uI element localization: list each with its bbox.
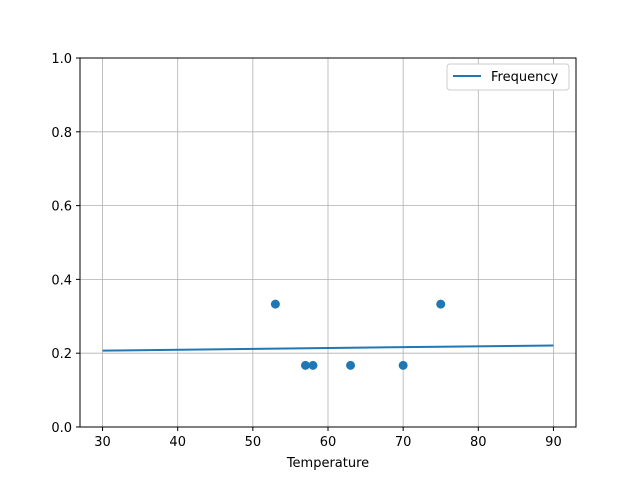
x-tick-label: 30 bbox=[94, 435, 111, 450]
grid bbox=[80, 57, 576, 428]
legend: Frequency bbox=[446, 63, 570, 91]
y-tick-label: 0.4 bbox=[51, 273, 72, 288]
legend-label: Frequency bbox=[491, 70, 558, 85]
ticks: 30 40 50 60 70 80 90 0.0 0.2 0.4 0.6 0.8 1.0 bbox=[51, 52, 561, 450]
x-tick-label: 60 bbox=[320, 435, 337, 450]
legend-box bbox=[446, 63, 570, 91]
marks bbox=[102, 299, 554, 370]
scatter-point bbox=[398, 360, 408, 370]
scatter-point bbox=[300, 360, 310, 370]
y-tick-label: 0.8 bbox=[51, 126, 72, 141]
x-tick-label: 80 bbox=[470, 435, 487, 450]
scatter-point bbox=[308, 360, 318, 370]
x-tick-label: 70 bbox=[395, 435, 412, 450]
y-tick-label: 0.6 bbox=[51, 200, 72, 215]
y-tick-label: 1.0 bbox=[51, 52, 72, 67]
y-tick-label: 0.0 bbox=[51, 421, 72, 436]
y-tick-label: 0.2 bbox=[51, 347, 72, 362]
scatter-point bbox=[346, 360, 356, 370]
scatter-point bbox=[436, 299, 446, 309]
x-axis-label: Temperature bbox=[286, 456, 369, 471]
frequency-line bbox=[102, 344, 554, 352]
x-tick-label: 40 bbox=[169, 435, 186, 450]
x-tick-label: 50 bbox=[245, 435, 262, 450]
x-tick-label: 90 bbox=[545, 435, 562, 450]
scatter-point bbox=[270, 299, 280, 309]
